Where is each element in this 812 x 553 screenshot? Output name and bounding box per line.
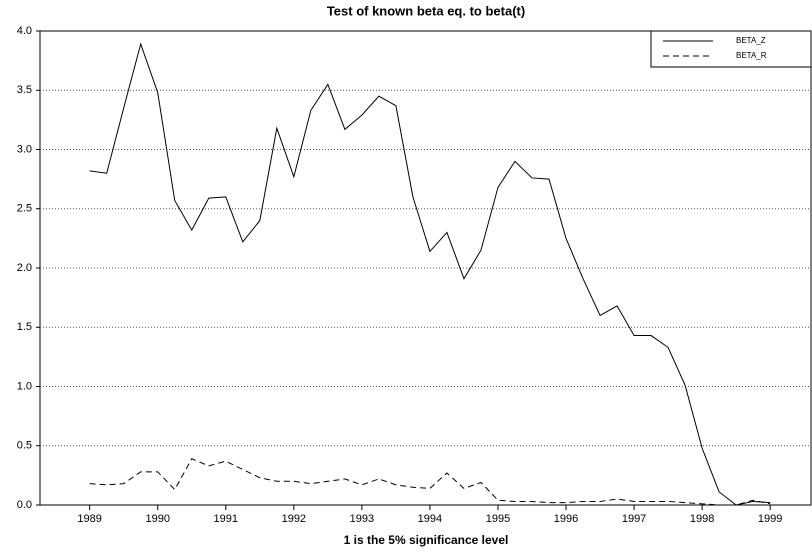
legend-label: BETA_R <box>736 51 767 60</box>
y-tick-label: 3.5 <box>17 84 32 96</box>
x-tick-label: 1993 <box>350 513 374 525</box>
series-line <box>89 458 771 506</box>
x-tick-label: 1997 <box>622 513 646 525</box>
x-tick-label: 1992 <box>282 513 306 525</box>
legend-box <box>650 30 812 68</box>
y-tick-label: 0.0 <box>17 499 32 511</box>
x-tick-label: 1991 <box>214 513 238 525</box>
y-tick-label: 1.5 <box>17 321 32 333</box>
x-tick-label: 1998 <box>690 513 714 525</box>
x-tick-label: 1995 <box>486 513 510 525</box>
y-tick-label: 2.0 <box>17 262 32 274</box>
x-axis-label: 1 is the 5% significance level <box>344 533 509 547</box>
y-tick-label: 1.0 <box>17 380 32 392</box>
x-tick-label: 1996 <box>554 513 578 525</box>
x-tick-label: 1994 <box>418 513 442 525</box>
x-tick-label: 1990 <box>145 513 169 525</box>
plot-frame <box>39 30 812 506</box>
y-tick-label: 4.0 <box>17 25 32 37</box>
x-tick-label: 1989 <box>77 513 101 525</box>
chart-title: Test of known beta eq. to beta(t) <box>327 3 525 18</box>
y-tick-label: 2.5 <box>17 203 32 215</box>
x-tick-label: 1999 <box>758 513 782 525</box>
legend-label: BETA_Z <box>736 36 766 45</box>
y-tick-label: 3.0 <box>17 143 32 155</box>
y-tick-label: 0.5 <box>17 440 32 452</box>
series-line <box>89 42 771 506</box>
